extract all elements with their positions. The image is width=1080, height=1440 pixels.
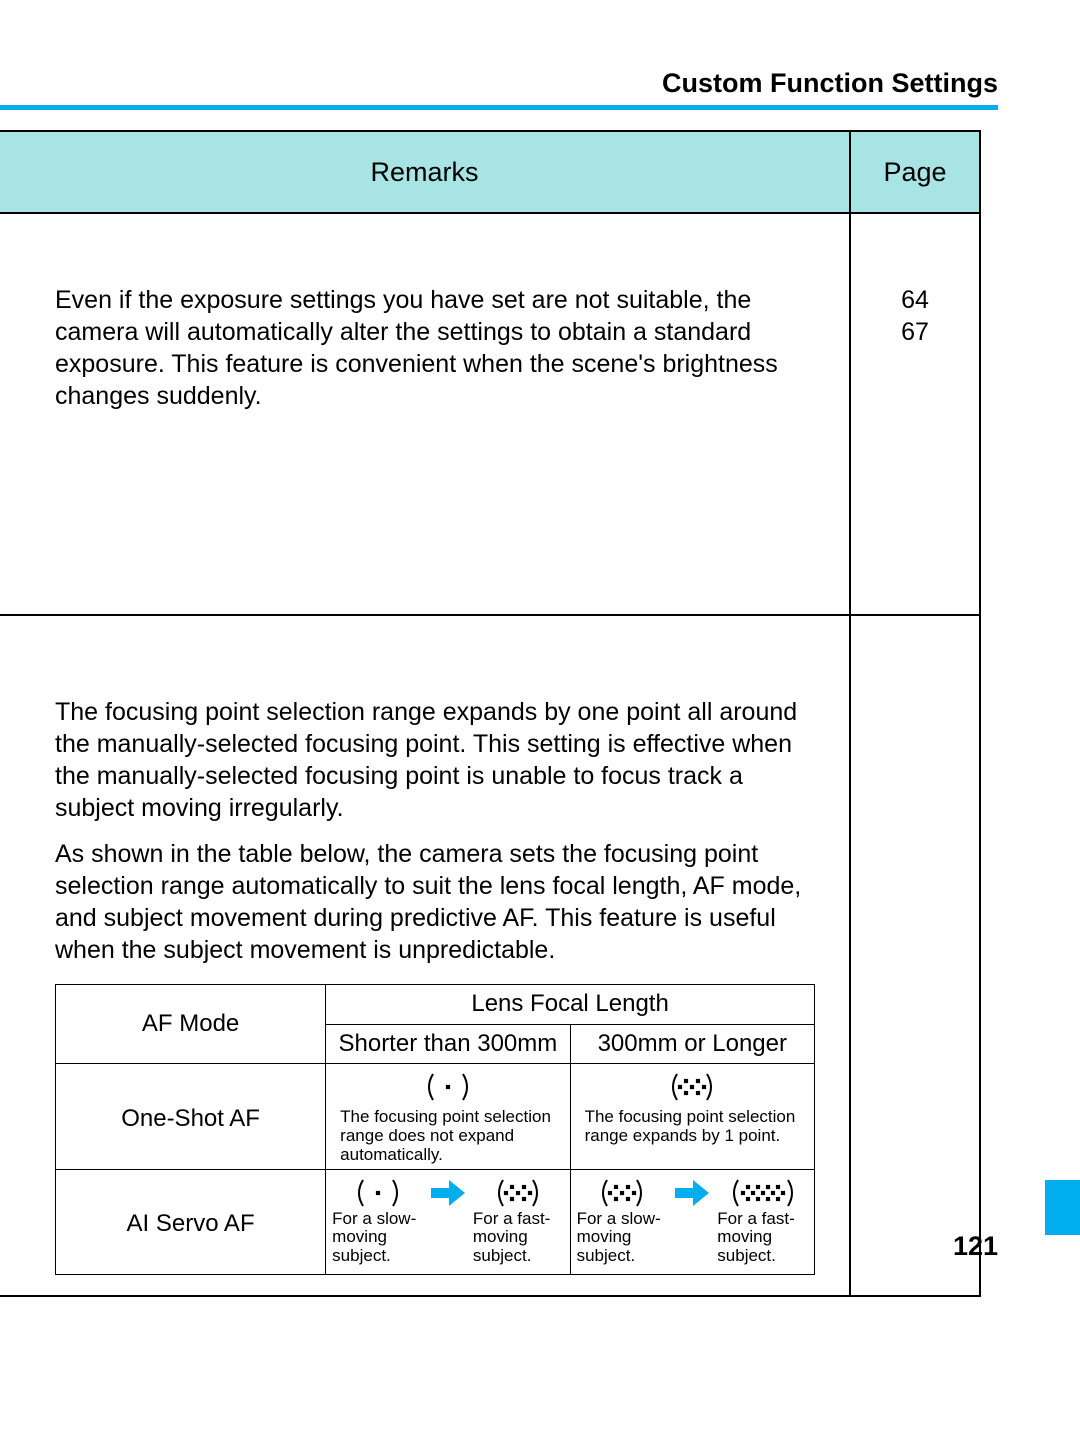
focus-bracket-icon xyxy=(353,1176,403,1210)
page-ref: 64 xyxy=(851,284,979,316)
table-row: Even if the exposure settings you have s… xyxy=(0,213,980,615)
af-col-label: Shorter than 300mm xyxy=(326,1024,570,1064)
af-corner-label: AF Mode xyxy=(56,985,326,1064)
focus-bracket-icon xyxy=(493,1176,543,1210)
table-header-row: Remarks Page xyxy=(0,131,980,213)
header-rule xyxy=(0,105,998,110)
af-row-label: One-Shot AF xyxy=(56,1064,326,1169)
remarks-cell: The focusing point selection range expan… xyxy=(0,615,850,1296)
af-cell-caption: For a slow-moving subject. xyxy=(332,1210,423,1266)
page-cell xyxy=(850,615,980,1296)
af-cell: For a slow-moving subject. For a fast-mo… xyxy=(326,1169,570,1274)
af-cell-caption: For a fast-moving subject. xyxy=(717,1210,808,1266)
af-header-row: AF Mode Lens Focal Length xyxy=(56,985,815,1025)
af-cell-caption: For a slow-moving subject. xyxy=(577,1210,668,1266)
remarks-table: Remarks Page Even if the exposure settin… xyxy=(0,130,981,1297)
af-col-label: 300mm or Longer xyxy=(570,1024,814,1064)
remarks-text: As shown in the table below, the camera … xyxy=(55,838,827,966)
focus-bracket-icon xyxy=(728,1176,798,1210)
af-cell-caption: For a fast-moving subject. xyxy=(473,1210,564,1266)
af-cell-caption: The focusing point selection range does … xyxy=(332,1108,563,1164)
af-superheader: Lens Focal Length xyxy=(326,985,815,1025)
page-ref: 67 xyxy=(851,316,979,348)
af-table: AF Mode Lens Focal Length Shorter than 3… xyxy=(55,984,815,1275)
af-cell-caption: The focusing point selection range expan… xyxy=(577,1108,808,1145)
af-row: AI Servo AF For a slow-moving subject. F… xyxy=(56,1169,815,1274)
section-title: Custom Function Settings xyxy=(662,68,998,99)
focus-bracket-icon xyxy=(667,1070,717,1104)
af-cell: For a slow-moving subject. For a fast-mo… xyxy=(570,1169,814,1274)
focus-bracket-icon xyxy=(423,1070,473,1104)
col-header-remarks: Remarks xyxy=(0,131,850,213)
af-cell: The focusing point selection range expan… xyxy=(570,1064,814,1169)
col-header-page: Page xyxy=(850,131,980,213)
page-cell: 64 67 xyxy=(850,213,980,615)
arrow-right-icon xyxy=(431,1176,465,1210)
arrow-right-icon xyxy=(675,1176,709,1210)
focus-bracket-icon xyxy=(597,1176,647,1210)
af-row: One-Shot AF The focusing point selection… xyxy=(56,1064,815,1169)
page-number: 121 xyxy=(953,1231,998,1262)
af-row-label: AI Servo AF xyxy=(56,1169,326,1274)
edge-tab xyxy=(1045,1180,1080,1235)
table-row: The focusing point selection range expan… xyxy=(0,615,980,1296)
remarks-text: Even if the exposure settings you have s… xyxy=(55,284,827,412)
remarks-cell: Even if the exposure settings you have s… xyxy=(0,213,850,615)
af-cell: The focusing point selection range does … xyxy=(326,1064,570,1169)
remarks-text: The focusing point selection range expan… xyxy=(55,696,827,824)
